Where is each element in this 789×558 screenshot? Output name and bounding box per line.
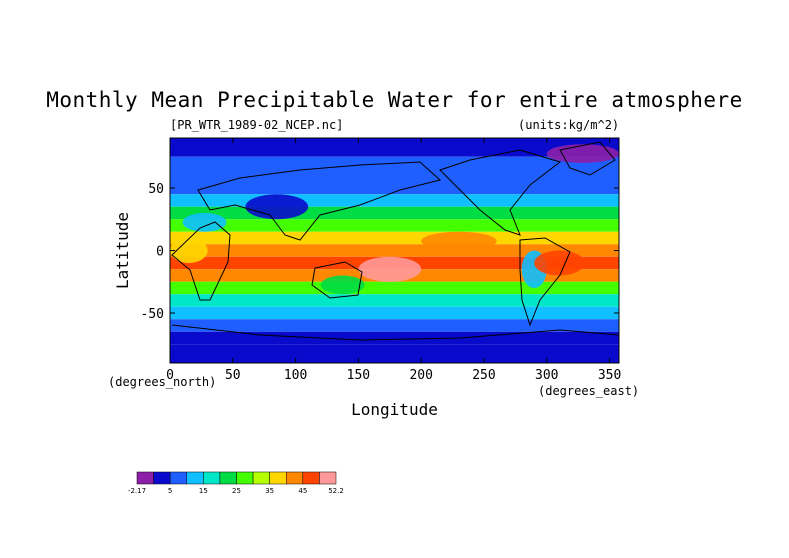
- x-tick-label-100: 100: [284, 368, 307, 383]
- precip-band-10: [170, 281, 619, 295]
- x-tick-label-150: 150: [347, 368, 370, 383]
- precip-band-11: [170, 294, 619, 307]
- precip-band-6: [170, 231, 619, 245]
- colorbar-swatch-4: [203, 471, 221, 485]
- precip-anomaly-0: [245, 194, 309, 220]
- precip-band-2: [170, 175, 619, 195]
- colorbar-tick-2: 15: [199, 487, 208, 495]
- colorbar-swatch-10: [302, 471, 320, 485]
- colorbar-tick-6: 52.2: [328, 487, 344, 495]
- y-unit-label: (degrees_north): [108, 375, 216, 389]
- x-axis-label: Longitude: [351, 400, 438, 419]
- x-tick-label-250: 250: [472, 368, 495, 383]
- colorbar-swatch-5: [219, 471, 237, 485]
- x-tick-label-0: 0: [166, 368, 174, 383]
- precip-band-7: [170, 244, 619, 257]
- colorbar-swatch-9: [286, 471, 304, 485]
- precip-anomaly-8: [320, 275, 365, 295]
- coastline-6: [171, 324, 620, 341]
- x-tick-label-350: 350: [598, 368, 621, 383]
- precip-band-14: [170, 331, 619, 345]
- colorbar-tick-4: 35: [265, 487, 274, 495]
- precip-band-5: [170, 219, 619, 232]
- precip-band-12: [170, 306, 619, 320]
- precip-band-15: [170, 344, 619, 363]
- x-tick-label-50: 50: [225, 368, 241, 383]
- y-axis-label: Latitude: [113, 212, 132, 289]
- colorbar-tick-1: 5: [168, 487, 172, 495]
- precip-anomaly-5: [170, 238, 208, 263]
- y-tick-label-0: 0: [156, 245, 164, 260]
- colorbar-tick-3: 25: [232, 487, 241, 495]
- x-tick-label-300: 300: [535, 368, 558, 383]
- precip-band-4: [170, 206, 619, 220]
- precip-anomaly-4: [182, 213, 227, 232]
- colorbar-swatch-0: [136, 471, 154, 485]
- colorbar-tick-5: 45: [298, 487, 307, 495]
- coastline-5: [559, 141, 616, 176]
- colorbar-swatch-11: [319, 471, 337, 485]
- precip-band-1: [170, 156, 619, 176]
- colorbar-tick-0: -2.17: [128, 487, 146, 495]
- precip-band-13: [170, 319, 619, 332]
- precip-band-3: [170, 194, 619, 207]
- colorbar-swatch-3: [186, 471, 204, 485]
- y-tick-label-50: 50: [148, 182, 164, 197]
- file-label: [PR_WTR_1989-02_NCEP.nc]: [170, 118, 344, 132]
- coastline-1: [197, 161, 442, 241]
- precip-anomaly-2: [358, 256, 422, 282]
- coastline-0: [171, 221, 231, 301]
- coastline-4: [519, 237, 571, 327]
- coastline-3: [439, 149, 562, 236]
- colorbar-swatch-1: [153, 471, 171, 485]
- colorbar-swatch-8: [269, 471, 287, 485]
- x-unit-label: (degrees_east): [538, 384, 639, 398]
- colorbar-swatch-7: [252, 471, 270, 485]
- precip-band-0: [170, 138, 619, 157]
- chart-title: Monthly Mean Precipitable Water for enti…: [46, 88, 743, 112]
- coastline-2: [311, 261, 363, 299]
- colorbar-swatch-6: [236, 471, 254, 485]
- y-tick-label--50: -50: [141, 307, 164, 322]
- colorbar-swatch-2: [169, 471, 188, 485]
- x-tick-label-200: 200: [409, 368, 432, 383]
- units-label: (units:kg/m^2): [518, 118, 620, 132]
- precip-anomaly-6: [421, 231, 497, 251]
- precip-anomaly-1: [546, 144, 619, 163]
- precip-anomaly-7: [534, 250, 585, 276]
